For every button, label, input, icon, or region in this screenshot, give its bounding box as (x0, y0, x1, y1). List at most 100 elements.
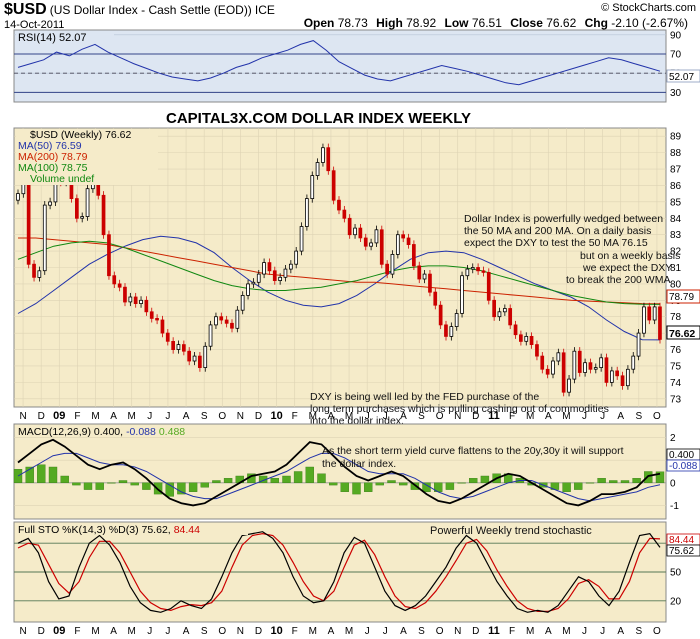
annotation-line: Dollar Index is powerfully wedged betwee… (464, 213, 663, 225)
macd-hist-bar (37, 464, 46, 484)
rsi-label-bg (16, 31, 114, 43)
x-tick-label: O (218, 411, 226, 422)
candle-body (524, 335, 529, 342)
macd-hist-bar (118, 480, 128, 483)
candle-body (572, 350, 577, 380)
candle-body (508, 308, 513, 326)
annotation-line: to break the 200 WMA (566, 274, 670, 286)
macd-hist-bar (188, 482, 198, 492)
price-tick-label: 73 (670, 394, 682, 405)
x-tick-label: S (635, 411, 642, 422)
x-tick-label: N (237, 626, 244, 637)
x-tick-label: A (400, 411, 407, 422)
x-tick-label: M (562, 411, 570, 422)
x-tick-label: A (328, 411, 335, 422)
macd-hist-bar (270, 478, 279, 483)
x-tick-label: A (183, 411, 190, 422)
macd-hist-bar (72, 482, 81, 486)
macd-hist-bar (83, 482, 93, 490)
candle-body (144, 299, 149, 313)
x-tick-label: N (19, 626, 26, 637)
macd-hist-bar (223, 478, 233, 483)
macd-hist-bar (130, 482, 139, 486)
sto-k-badge-text: 75.62 (669, 546, 694, 557)
x-tick-label: N (454, 626, 461, 637)
candle-body (374, 229, 379, 244)
candle-body (610, 370, 614, 383)
candle-body (401, 234, 406, 239)
sto-lines (17, 531, 661, 613)
macd-badge-text: 0.400 (669, 450, 694, 461)
x-axis-lower: N D 09 F M A M J J A S O N D 10 F M A M J J A S O N D 11 F M A M J J A S O (19, 625, 661, 637)
x-tick-label: M (91, 411, 99, 422)
candle-body (262, 262, 266, 275)
legend-ma200: MA(200) 78.79 (18, 151, 88, 163)
sto-annotation: Powerful Weekly trend stochastic (430, 525, 592, 537)
candle-body (647, 306, 652, 321)
x-tick-label: J (600, 411, 605, 422)
x-tick-label: J (600, 626, 605, 637)
exchange: ICE (254, 3, 275, 17)
candle-body (278, 276, 283, 281)
x-tick-label: M (309, 411, 317, 422)
price-tick-label: 82 (670, 247, 682, 258)
candle-body (519, 334, 523, 342)
candle-body (411, 244, 416, 267)
x-tick-label: J (165, 411, 170, 422)
x-tick-label: 10 (270, 410, 282, 422)
candle-body (85, 188, 90, 217)
macd-hist-bar (95, 482, 104, 490)
candle-body (626, 368, 630, 387)
price-tick-label: 84 (670, 214, 682, 225)
candle-body (604, 357, 609, 383)
x-tick-label: D (255, 411, 262, 422)
x-tick-label: 11 (488, 625, 500, 637)
price-tick-label: 76 (670, 345, 682, 356)
macd-hist-bar (142, 482, 151, 490)
candle-body (294, 250, 299, 265)
candle-body (395, 234, 400, 255)
x-tick-label: J (365, 626, 370, 637)
sto-tick-label: 20 (670, 596, 682, 607)
x-tick-label: M (128, 626, 136, 637)
candle-body (171, 340, 175, 350)
x-tick-label: M (91, 626, 99, 637)
candle-body (593, 367, 598, 370)
candle-body (481, 270, 486, 273)
x-tick-label: D (472, 411, 479, 422)
sto-label: Full STO %K(14,3) %D(3) 75.62, 84.44 (18, 524, 200, 536)
candle-body (187, 350, 191, 362)
candle-body (422, 273, 427, 280)
annotation-line: long term purchases which is pulling cas… (310, 403, 609, 415)
candle-body (149, 311, 154, 319)
legend-bg (16, 129, 158, 185)
candle-body (176, 344, 181, 350)
low-label: Low (444, 16, 469, 30)
candle-body (369, 242, 373, 247)
rsi-tick-label: 70 (670, 50, 682, 61)
sto-d-badge-text: 84.44 (669, 535, 694, 546)
candle-body (535, 344, 539, 357)
macd-hist-bar (364, 482, 373, 492)
sto-d-line (17, 532, 661, 613)
x-tick-label: O (653, 626, 661, 637)
x-tick-label: 11 (488, 410, 500, 422)
sto-label-d: 84.44 (174, 524, 200, 536)
candle-body (449, 326, 454, 337)
ohlc-readout: Open 78.73 High 78.92 Low 76.51 Close 76… (304, 16, 688, 30)
annotation-line: the dollar index. (322, 458, 396, 470)
x-tick-label: O (436, 626, 444, 637)
x-tick-label: J (582, 411, 587, 422)
signal-badge-text: -0.088 (669, 461, 698, 472)
annotation-yield: As the short term yield curve flattens t… (322, 445, 624, 470)
candle-body (48, 201, 52, 206)
candle-body (358, 227, 363, 239)
macd-lines (17, 438, 661, 507)
badge-ma200 (666, 289, 700, 304)
candle-body (551, 360, 555, 375)
candle-body (428, 273, 432, 293)
x-tick-label: D (38, 626, 45, 637)
candle-body (139, 299, 143, 304)
candle-body (331, 170, 336, 201)
candle-body (438, 304, 443, 326)
